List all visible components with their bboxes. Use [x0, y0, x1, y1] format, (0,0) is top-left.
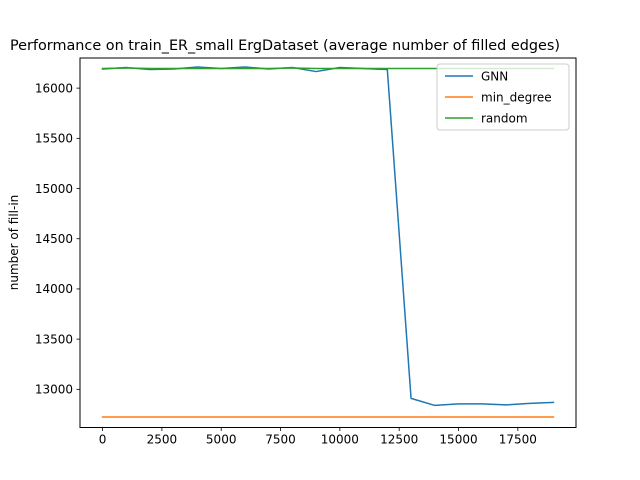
y-tick-label: 13500 [35, 332, 73, 346]
x-tick-label: 17500 [499, 433, 537, 447]
x-tick-label: 2500 [147, 433, 178, 447]
axis-ticks: 0 2500 5000 7500 10000 12500 15000 17500 13000 13… [35, 81, 537, 446]
axes-frame [79, 57, 577, 428]
legend-label: random [481, 111, 528, 125]
y-tick-label: 14000 [35, 282, 73, 296]
legend-label: GNN [481, 69, 508, 83]
chart-title: Performance on train_ER_small ErgDataset… [10, 38, 560, 54]
x-tick-label: 7500 [265, 433, 296, 447]
x-tick-label: 10000 [321, 433, 359, 447]
y-axis-label: number of fill-in [7, 195, 21, 291]
y-tick-label: 13000 [35, 383, 73, 397]
y-tick-label: 15000 [35, 182, 73, 196]
x-tick-label: 5000 [206, 433, 237, 447]
y-tick-label: 14500 [35, 232, 73, 246]
x-tick-label: 12500 [380, 433, 418, 447]
y-tick-label: 16000 [35, 81, 73, 95]
legend-frame [436, 63, 570, 131]
legend-label: min_degree [481, 90, 552, 104]
x-tick-label: 0 [99, 433, 107, 447]
x-tick-label: 15000 [439, 433, 477, 447]
y-tick-label: 15500 [35, 132, 73, 146]
